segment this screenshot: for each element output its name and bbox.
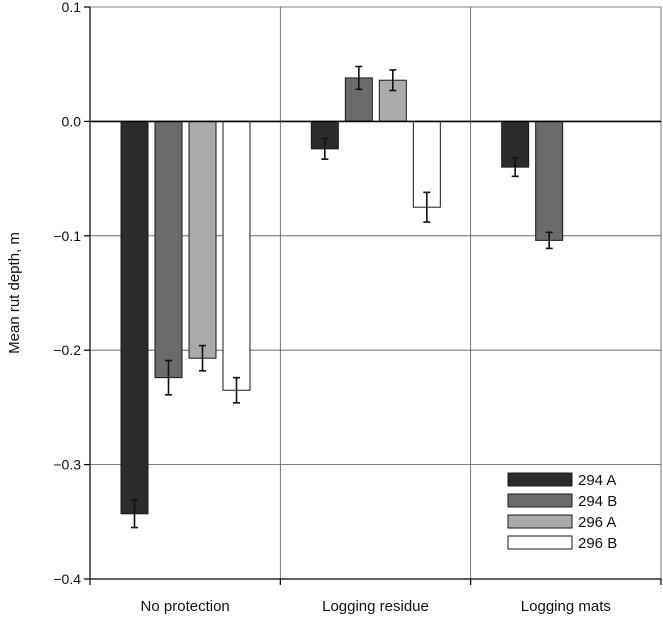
y-tick-label: −0.3: [53, 457, 81, 473]
y-tick-label: 0.1: [62, 0, 82, 15]
legend-swatch: [507, 472, 573, 487]
bar-294-b-2: [535, 120, 564, 241]
legend-label: 296 A: [578, 514, 616, 531]
error-bar: [389, 69, 397, 92]
y-tick-label: −0.4: [53, 571, 81, 587]
error-bar: [545, 231, 553, 250]
labels: 0.1 0.0 −0.1 −0.2 −0.3 −0.4 No protection Loggi…: [53, 0, 611, 615]
error-bar: [511, 157, 519, 178]
x-category-label: Logging residue: [322, 598, 429, 615]
legend-label: 294 B: [578, 493, 617, 510]
y-axis-title: Mean rut depth, m: [6, 232, 23, 354]
y-tick-label: 0.0: [62, 113, 82, 129]
error-bar: [131, 499, 138, 529]
bar-296-a-0: [188, 120, 217, 359]
x-category-label: Logging mats: [521, 598, 611, 615]
error-bar: [233, 376, 240, 404]
error-bar: [321, 137, 329, 160]
bar-296-b-0: [222, 120, 251, 391]
legend-swatch: [507, 493, 573, 508]
bar-294-a-0: [120, 120, 149, 515]
legend-swatch: [507, 514, 573, 529]
y-tick-label: −0.1: [53, 228, 81, 244]
legend: 294 A 294 B 296 A 296 B: [507, 472, 617, 552]
legend-item: 294 A: [507, 472, 616, 489]
legend-item: 296 A: [507, 514, 616, 531]
legend-swatch: [507, 535, 573, 550]
legend-item: 296 B: [507, 535, 617, 552]
error-bar: [355, 65, 363, 91]
legend-item: 294 B: [507, 493, 617, 510]
bars: [120, 65, 564, 529]
x-category-label: No protection: [141, 598, 230, 615]
legend-label: 296 B: [578, 535, 617, 552]
legend-label: 294 A: [578, 472, 616, 489]
y-tick-label: −0.2: [53, 342, 81, 358]
error-bar: [423, 191, 431, 223]
axes: [84, 6, 662, 585]
error-bar: [165, 359, 172, 396]
error-bar: [199, 344, 206, 372]
bar-294-b-0: [154, 120, 183, 379]
